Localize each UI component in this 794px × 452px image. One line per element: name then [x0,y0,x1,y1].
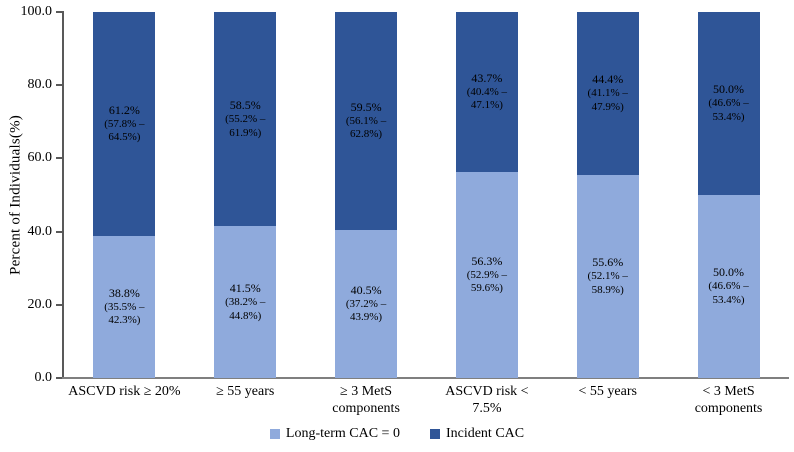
segment-data-label: 55.6% (52.1% – 58.9%) [587,254,628,296]
x-category-label: < 3 MetS components [694,384,763,417]
bar-segment-incident-cac: 61.2% (57.8% – 64.5%) [93,12,156,236]
segment-data-label: 41.5% (38.2% – 44.8%) [225,280,266,322]
y-tick-label: 100.0 [20,4,53,19]
x-axis-labels: ASCVD risk ≥ 20% ≥ 55 years ≥ 3 MetS compo… [64,383,789,417]
bar-segment-longterm-cac0: 50.0% (46.6% – 53.4%) [697,195,760,378]
y-tick-label: 40.0 [27,223,53,239]
y-axis-line [62,11,64,378]
y-tick-mark [56,157,62,160]
x-category-label: < 55 years [578,384,637,399]
y-tick-label: 20.0 [27,296,53,312]
segment-data-label: 61.2% (57.8% – 64.5%) [104,102,145,144]
legend: Long-term CAC = 0 Incident CAC [0,426,794,442]
bar-segment-incident-cac: 58.5% (55.2% – 61.9%) [214,12,277,227]
x-category-label: ≥ 55 years [216,384,275,399]
segment-data-label: 58.5% (55.2% – 61.9%) [225,97,266,139]
legend-label: Incident CAC [445,426,525,441]
segment-data-label: 38.8% (35.5% – 42.3%) [104,285,145,327]
y-tick-mark [56,230,62,233]
bar-column: 50.0% (46.6% – 53.4%) 50.0% (46.6% – 53.4%) [668,12,789,378]
y-tick-mark [56,84,62,87]
bar-column: 58.5% (55.2% – 61.9%) 41.5% (38.2% – 44.8%) [185,12,306,378]
bar-segment-incident-cac: 44.4% (41.1% – 47.9%) [576,12,639,175]
bar-segment-longterm-cac0: 56.3% (52.9% – 59.6%) [455,171,518,378]
y-tick-label: 60.0 [27,150,53,166]
y-tick-mark [56,303,62,306]
bar-segment-longterm-cac0: 40.5% (37.2% – 43.9%) [335,229,398,378]
y-tick-label: 80.0 [27,77,53,93]
segment-data-label: 50.0% (46.6% – 53.4%) [708,265,749,306]
stacked-bar: 61.2% (57.8% – 64.5%) 38.8% (35.5% – 42.3%) [93,12,156,378]
legend-swatch-icon [429,429,440,439]
y-tick-label: 0.0 [34,370,53,385]
segment-data-label: 43.7% (40.4% – 47.1%) [466,70,508,112]
x-category-label: ≥ 3 MetS components [332,384,400,417]
stacked-bar: 44.4% (41.1% – 47.9%) 55.6% (52.1% – 58.9%) [576,12,639,378]
segment-data-label: 59.5% (56.1% – 62.8%) [345,99,387,141]
stacked-bar: 59.5% (56.1% – 62.8%) 40.5% (37.2% – 43.9%) [335,12,398,378]
stacked-bar: 50.0% (46.6% – 53.4%) 50.0% (46.6% – 53.4%) [697,12,760,378]
segment-data-label: 40.5% (37.2% – 43.9%) [345,282,387,324]
y-axis-title: Percent of Individuals(%) [7,115,24,275]
y-tick-mark [56,377,62,379]
segment-data-label: 56.3% (52.9% – 59.6%) [466,253,508,295]
bar-segment-longterm-cac0: 55.6% (52.1% – 58.9%) [576,174,639,378]
bar-segment-longterm-cac0: 38.8% (35.5% – 42.3%) [93,235,156,378]
bar-segment-longterm-cac0: 41.5% (38.2% – 44.8%) [214,226,277,378]
y-tick-mark [56,11,62,13]
x-category-label: ASCVD risk ≥ 20% [68,384,181,399]
bar-segment-incident-cac: 59.5% (56.1% – 62.8%) [335,12,398,230]
x-axis-line [62,377,789,379]
bar-column: 44.4% (41.1% – 47.9%) 55.6% (52.1% – 58.9%) [547,12,668,378]
legend-item: Incident CAC [429,426,525,442]
bar-segment-incident-cac: 43.7% (40.4% – 47.1%) [455,12,518,172]
segment-data-label: 44.4% (41.1% – 47.9%) [587,72,628,113]
legend-swatch-icon [269,429,280,439]
x-category-label: ASCVD risk < 7.5% [445,384,529,417]
bar-column: 59.5% (56.1% – 62.8%) 40.5% (37.2% – 43.9%) [306,12,427,378]
plot-area: 61.2% (57.8% – 64.5%) 38.8% (35.5% – 42.3%)… [64,12,789,378]
segment-data-label: 50.0% (46.6% – 53.4%) [708,82,749,123]
legend-item: Long-term CAC = 0 [269,426,400,442]
stacked-bar: 43.7% (40.4% – 47.1%) 56.3% (52.9% – 59.6%) [455,12,518,378]
bar-column: 43.7% (40.4% – 47.1%) 56.3% (52.9% – 59.6%) [426,12,547,378]
legend-label: Long-term CAC = 0 [285,426,400,441]
bar-segment-incident-cac: 50.0% (46.6% – 53.4%) [697,12,760,195]
bar-column: 61.2% (57.8% – 64.5%) 38.8% (35.5% – 42.3%) [64,12,185,378]
stacked-bar: 58.5% (55.2% – 61.9%) 41.5% (38.2% – 44.8%) [214,12,277,378]
